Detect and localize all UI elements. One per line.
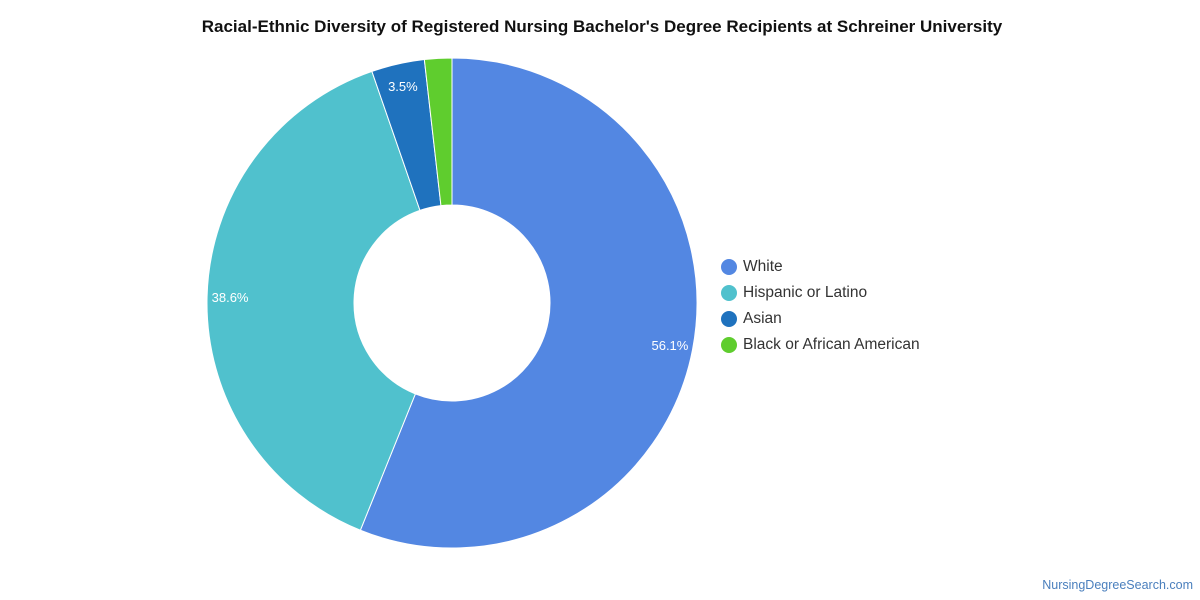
legend-label-asian: Asian [743, 310, 782, 327]
slice-label-hispanic-or-latino: 38.6% [212, 290, 249, 305]
slice-black-or-african-american[interactable] [423, 57, 453, 207]
legend-label-black-or-african-american: Black or African American [743, 336, 920, 353]
slice-label-white: 56.1% [651, 338, 688, 353]
legend-item-white[interactable]: White [721, 254, 920, 280]
legend-item-hispanic-or-latino[interactable]: Hispanic or Latino [721, 280, 920, 306]
source-watermark[interactable]: NursingDegreeSearch.com [1042, 578, 1193, 592]
slice-label-asian: 3.5% [388, 79, 418, 94]
chart-title: Racial-Ethnic Diversity of Registered Nu… [201, 17, 1003, 36]
legend-swatch-asian [721, 311, 737, 327]
legend-item-asian[interactable]: Asian [721, 306, 920, 332]
slice-white[interactable] [359, 57, 698, 549]
legend-swatch-hispanic-or-latino [721, 285, 737, 301]
slice-hispanic-or-latino[interactable] [206, 70, 421, 531]
legend-swatch-black-or-african-american [721, 337, 737, 353]
legend-swatch-white [721, 259, 737, 275]
legend-label-white: White [743, 258, 783, 275]
legend-item-black-or-african-american[interactable]: Black or African American [721, 332, 920, 358]
legend-label-hispanic-or-latino: Hispanic or Latino [743, 284, 868, 301]
chart-legend: White Hispanic or Latino Asian Black or … [721, 254, 920, 358]
